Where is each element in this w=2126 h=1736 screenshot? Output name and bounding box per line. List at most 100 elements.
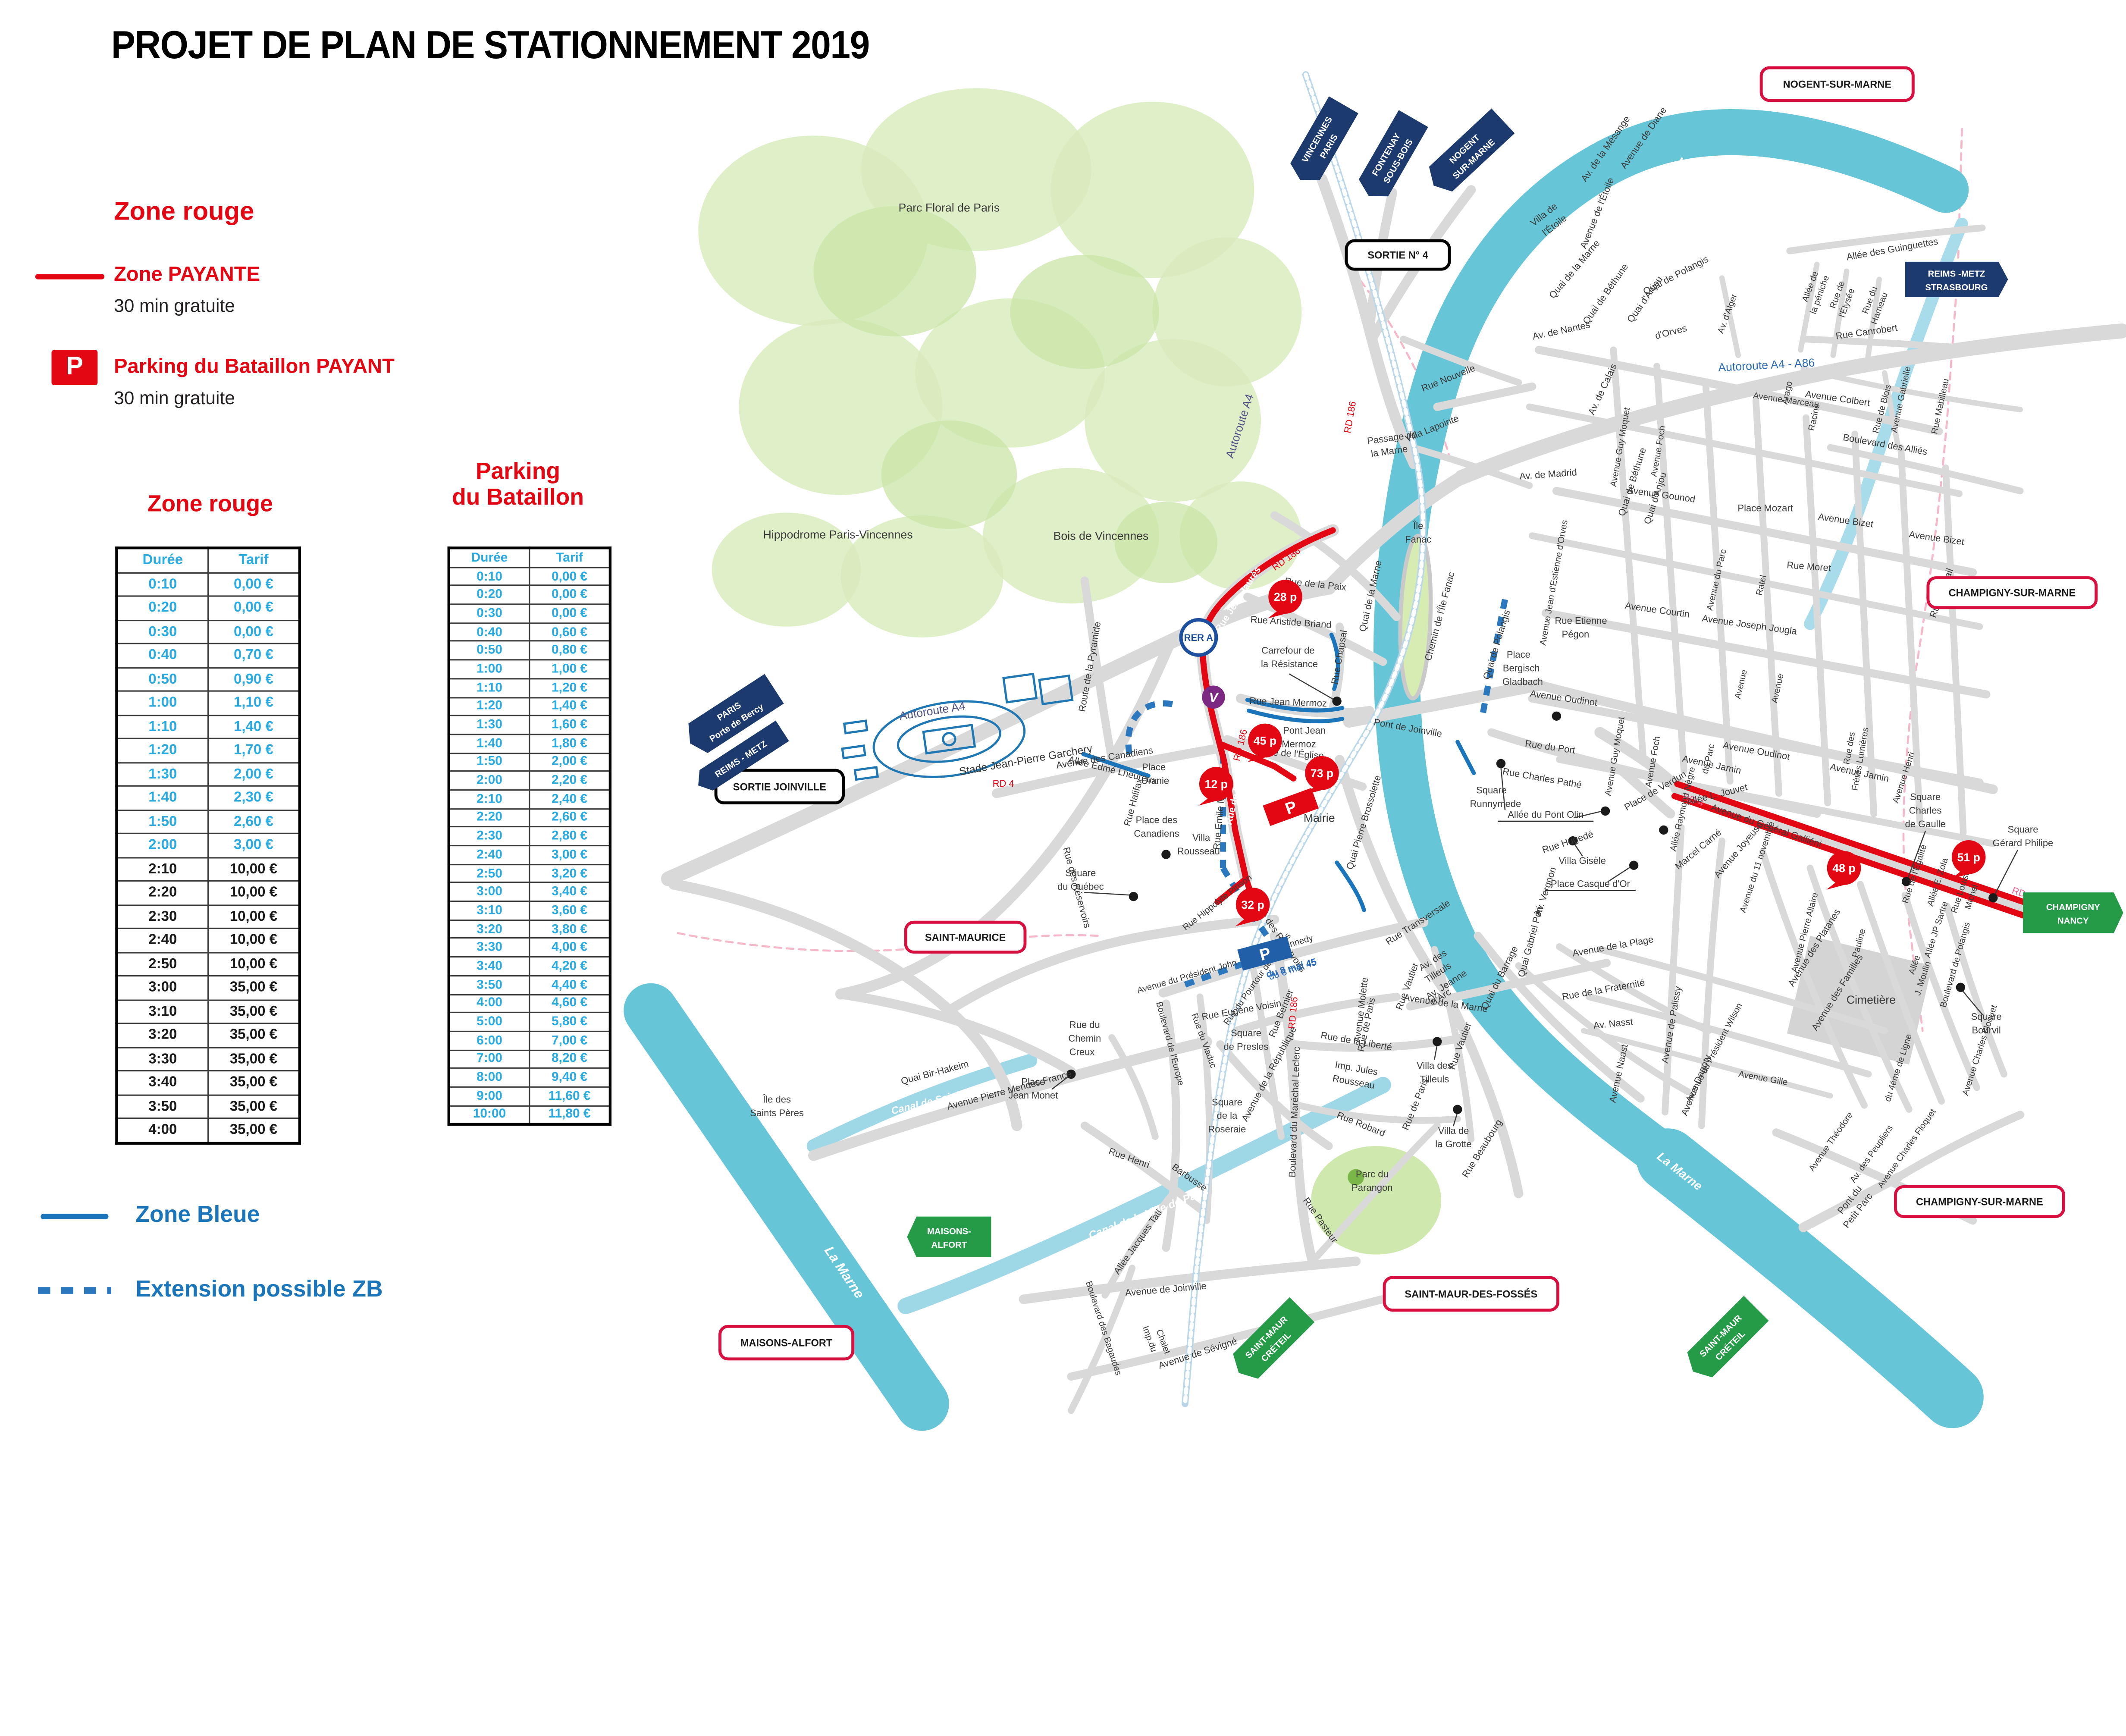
- map-label: La Marne: [1676, 154, 1737, 185]
- zone-bleue-line: [1245, 697, 1345, 713]
- road: [1856, 881, 1945, 1105]
- legend-zone-payante-note: 30 min gratuite: [114, 295, 235, 316]
- table-row: 2:50 10,00 €: [116, 951, 301, 976]
- leader-line: [1607, 866, 1632, 882]
- table-cell: 10,00 €: [207, 951, 301, 976]
- city-badge-text: CHAMPIGNY-SUR-MARNE: [1916, 1196, 2043, 1208]
- map-label: Square: [1476, 785, 1507, 796]
- stadium-outline: [922, 724, 976, 755]
- table-cell: 2:30: [448, 826, 530, 847]
- table-cell: 2,60 €: [529, 807, 611, 828]
- map-label: Villa: [1192, 832, 1210, 843]
- table-cell: 2:10: [116, 856, 209, 882]
- river-la-marne: [624, 983, 949, 1431]
- zone-bleue-line: [1455, 740, 1476, 775]
- table-row: 5:00 5,80 €: [448, 1012, 611, 1032]
- table-cell: 4:00: [116, 1118, 209, 1143]
- park-area: [1114, 502, 1218, 584]
- table-cell: 3:50: [116, 1094, 209, 1119]
- table-cell: 35,00 €: [207, 1022, 301, 1048]
- leader-line: [1574, 843, 1583, 857]
- city-badge-text: SAINT-MAURICE: [925, 932, 1006, 943]
- table-cell: 10,00 €: [207, 927, 301, 953]
- road: [1596, 946, 1888, 1034]
- road: [1586, 993, 1872, 1078]
- map-label: Quai de Béthune: [1580, 261, 1630, 326]
- table-row: 1:20 1,70 €: [116, 738, 301, 763]
- stadium-outline: [897, 715, 1001, 763]
- legend-parking-label: Parking du Bataillon PAYANT: [114, 355, 395, 379]
- table-cell: 2:50: [448, 863, 530, 884]
- table-cell: 3:30: [116, 1046, 209, 1072]
- map-label: Carrefour de: [1261, 645, 1315, 656]
- svg-text:REIMS -METZ: REIMS -METZ: [1928, 269, 1985, 279]
- table-row: 1:30 1,60 €: [448, 715, 611, 735]
- map-label: Av. Vergnon: [1532, 866, 1558, 917]
- map-label: Place Mozart: [1737, 502, 1793, 513]
- table-cell: 1:00: [116, 690, 209, 716]
- road: [1897, 444, 1923, 826]
- map-label: Rue Charles Pathé: [1502, 766, 1582, 790]
- map-label: la Résistance: [1261, 659, 1318, 669]
- direction-sign: [1233, 1297, 1315, 1379]
- road: [1158, 917, 1429, 998]
- table-cell: 1:30: [116, 761, 209, 787]
- map-label: Villa de: [1438, 1125, 1469, 1136]
- road: [1942, 464, 1967, 836]
- legend-zone-bleue-label: Zone Bleue: [135, 1202, 260, 1227]
- map-label: Tilleuls: [1420, 1074, 1449, 1084]
- table-cell: 4,20 €: [529, 956, 611, 976]
- road: [1409, 444, 1533, 489]
- table-row: 0:30 0,00 €: [116, 619, 301, 644]
- road: [1752, 396, 1782, 797]
- table-cell: 1,40 €: [529, 696, 611, 716]
- road: [1535, 345, 1943, 436]
- rer-a-badge: [1179, 618, 1218, 657]
- velib-text: V: [1209, 690, 1219, 705]
- parking-p-icon: P: [51, 350, 98, 386]
- table-cell: 2:20: [116, 880, 209, 905]
- table-cell: 10,00 €: [207, 880, 301, 905]
- road: [1295, 1102, 1461, 1124]
- map-label: Imp.du: [1141, 1325, 1159, 1353]
- road: [1555, 756, 1997, 847]
- table-row: 2:40 10,00 €: [116, 927, 301, 953]
- road: [1080, 1121, 1211, 1218]
- leader-line: [1994, 850, 2018, 896]
- table-row: 3:50 4,40 €: [448, 975, 611, 995]
- map-label: Place Casque d'Or: [1551, 879, 1630, 889]
- table-cell: 0:40: [116, 643, 209, 668]
- table-cell: 2,30 €: [207, 785, 301, 810]
- table-row: 2:20 2,60 €: [448, 807, 611, 828]
- table-cell: 0,00 €: [529, 603, 611, 624]
- table-cell: 11,60 €: [529, 1086, 611, 1106]
- road: [1719, 275, 1741, 358]
- direction-sign: [1358, 110, 1428, 197]
- road: [1232, 992, 1401, 1035]
- map-label: Gérard Philipe: [1993, 838, 2054, 848]
- map-label: Fanac: [1405, 534, 1431, 545]
- direction-sign: [1290, 96, 1358, 180]
- legend-parking-note: 30 min gratuite: [114, 388, 235, 408]
- city-badge: [718, 1325, 855, 1361]
- svg-text:CHAMPIGNY: CHAMPIGNY: [2046, 903, 2100, 912]
- page-title: PROJET DE PLAN DE STATIONNEMENT 2019: [111, 24, 870, 68]
- table-cell: 1:10: [448, 678, 530, 698]
- table-row: 3:10 35,00 €: [116, 998, 301, 1024]
- table-cell: 0,80 €: [529, 640, 611, 661]
- direction-sign: [1905, 261, 2008, 297]
- table-cell: 2,20 €: [529, 770, 611, 791]
- map-label: Canadiens: [1134, 828, 1179, 839]
- leader-line: [1453, 1111, 1458, 1127]
- map-label: de la: [1217, 1110, 1238, 1121]
- zone-bleue-line: [1335, 860, 1366, 912]
- table-cell: 0,60 €: [529, 622, 611, 642]
- map-label: Rue Aristide Briand: [1250, 614, 1332, 630]
- road: [836, 989, 1076, 1077]
- table-cell: 1:40: [448, 733, 530, 753]
- map-label: d'Orves: [1654, 323, 1688, 342]
- road: [1581, 1028, 1833, 1099]
- map-label: Chalet: [1154, 1328, 1172, 1355]
- map-label: Bergisch: [1503, 663, 1540, 674]
- parking-count-badge: [1248, 723, 1282, 758]
